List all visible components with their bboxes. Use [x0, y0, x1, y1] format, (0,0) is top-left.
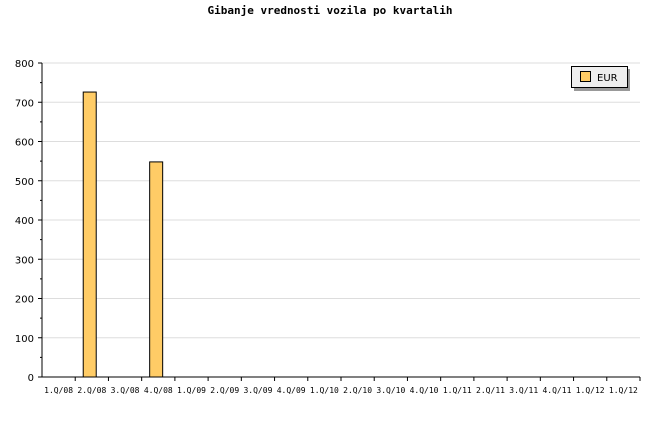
legend-label: EUR	[597, 73, 618, 84]
x-tick-label: 3.Q/10	[376, 386, 405, 395]
x-tick-label: 3.Q/08	[111, 386, 140, 395]
y-tick-label: 200	[15, 295, 34, 306]
y-tick-label: 100	[15, 334, 34, 345]
x-tick-label: 1.Q/12	[576, 386, 605, 395]
bar	[149, 161, 164, 378]
y-tick-label: 800	[15, 59, 34, 70]
x-tick-label: 1.Q/12	[609, 386, 638, 395]
y-tick-label: 500	[15, 177, 34, 188]
x-tick-label: 3.Q/09	[243, 386, 272, 395]
x-tick-label: 1.Q/10	[310, 386, 339, 395]
x-tick-label: 2.Q/08	[77, 386, 106, 395]
legend-swatch	[580, 71, 591, 82]
x-tick-label: 4.Q/08	[144, 386, 173, 395]
x-tick-label: 2.Q/09	[210, 386, 239, 395]
x-tick-label: 2.Q/11	[476, 386, 505, 395]
y-tick-label: 300	[15, 255, 34, 266]
x-tick-label: 1.Q/11	[443, 386, 472, 395]
x-tick-label: 4.Q/11	[542, 386, 571, 395]
y-tick-label: 0	[28, 373, 34, 384]
chart-title: Gibanje vrednosti vozila po kvartalih	[207, 4, 453, 17]
y-tick-label: 700	[15, 98, 34, 109]
y-tick-label: 600	[15, 138, 34, 149]
x-tick-label: 4.Q/09	[277, 386, 306, 395]
x-tick-label: 3.Q/11	[509, 386, 538, 395]
x-tick-label: 1.Q/09	[177, 386, 206, 395]
x-tick-label: 4.Q/10	[410, 386, 439, 395]
bar	[82, 91, 97, 378]
x-tick-label: 1.Q/08	[44, 386, 73, 395]
x-tick-label: 2.Q/10	[343, 386, 372, 395]
y-tick-label: 400	[15, 216, 34, 227]
